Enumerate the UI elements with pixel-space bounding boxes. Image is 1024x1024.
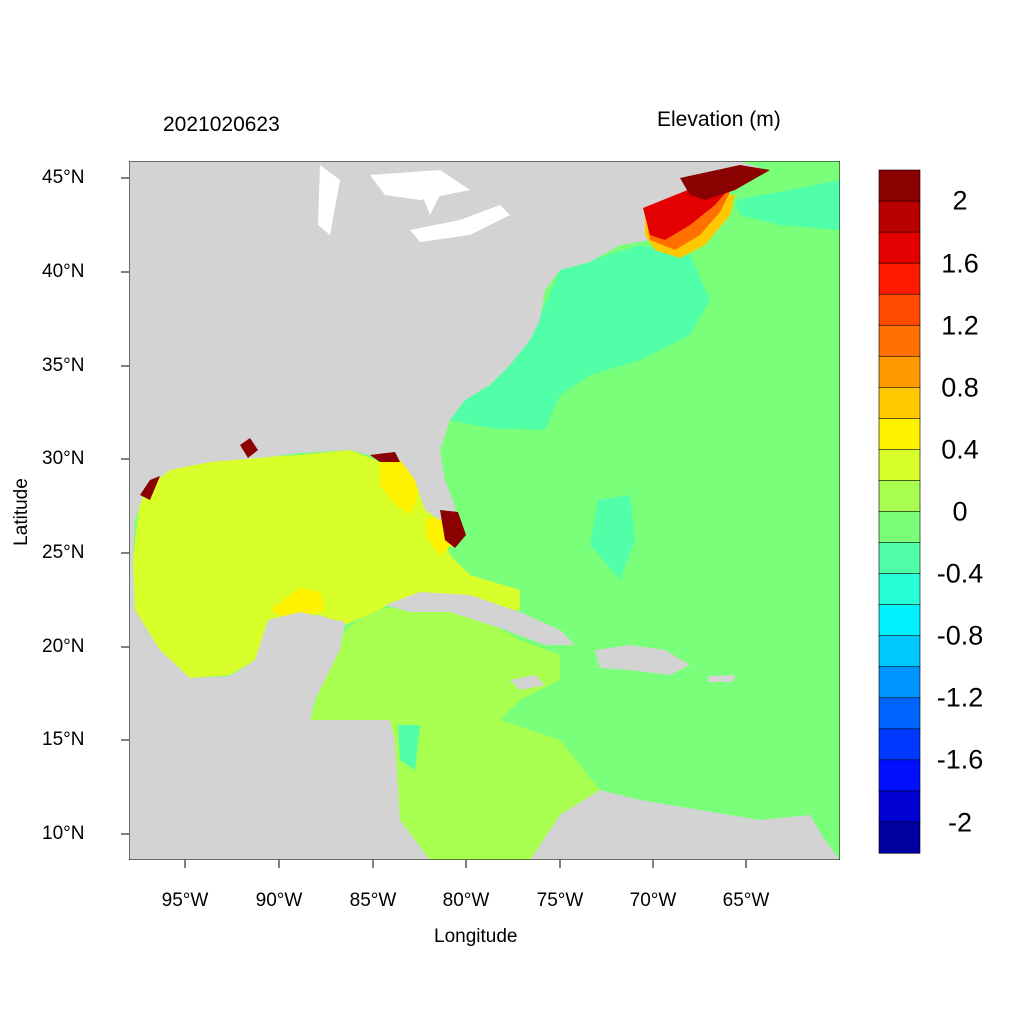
colorbar-cell <box>878 542 921 575</box>
colorbar-cell <box>878 697 921 730</box>
colorbar-cells <box>878 169 921 854</box>
colorbar-label: 0 <box>952 496 968 527</box>
shelf-region <box>450 245 710 430</box>
caribbean-sea <box>310 605 600 860</box>
xtick-label: 80°W <box>442 890 490 911</box>
florida-surge <box>440 510 466 548</box>
colorbar-cell <box>878 262 921 295</box>
colorbar-cell <box>878 418 921 451</box>
colorbar-cell <box>878 387 921 419</box>
caribbean-west-cyan <box>398 725 420 770</box>
xtick-label: 65°W <box>722 890 770 911</box>
ytick-label: 20°N <box>42 636 85 657</box>
colorbar-cell <box>878 293 921 326</box>
colorbar-label: 1.6 <box>941 248 979 279</box>
datetime-label: 2021020623 <box>163 113 280 136</box>
colorbar-cell <box>878 511 921 544</box>
shelf-bahamas <box>590 495 635 580</box>
xtick-label: 90°W <box>255 890 303 911</box>
colorbar-label: -1.2 <box>936 682 984 713</box>
ytick-label: 40°N <box>42 261 85 282</box>
ytick-label: 15°N <box>42 729 85 750</box>
colorbar-cell <box>878 604 921 637</box>
florida-west-shelf <box>425 515 452 555</box>
cuba-island <box>385 592 575 645</box>
xtick-label: 70°W <box>629 890 677 911</box>
ytick-label: 10°N <box>42 823 85 844</box>
xtick-label: 75°W <box>536 890 584 911</box>
colorbar-cell <box>878 324 921 357</box>
great-lakes <box>318 165 510 242</box>
colorbar-cell <box>878 666 921 699</box>
colorbar-label: -0.4 <box>936 558 984 589</box>
tick-marks <box>121 177 747 868</box>
colorbar-label: 2 <box>952 185 968 216</box>
hispaniola-island <box>595 645 690 675</box>
surge-max <box>680 165 770 200</box>
gulf-of-mexico <box>133 450 520 678</box>
colorbar-label: -2 <box>947 807 973 838</box>
colorbar-label: -0.8 <box>936 620 984 651</box>
variable-label: Elevation (m) <box>657 108 781 131</box>
xtick-label: 95°W <box>161 890 209 911</box>
colorbar-cell <box>878 231 921 264</box>
xtick-label: 85°W <box>349 890 397 911</box>
x-axis-label: Longitude <box>434 926 518 947</box>
colorbar-cell <box>878 790 921 823</box>
ytick-label: 35°N <box>42 355 85 376</box>
colorbar-cell <box>878 480 921 513</box>
colorbar-cell <box>878 573 921 606</box>
colorbar-label: 1.2 <box>941 310 979 341</box>
colorbar-cell <box>878 821 921 854</box>
shelf-north <box>735 180 840 230</box>
ytick-label: 25°N <box>42 542 85 563</box>
ytick-label: 45°N <box>42 167 85 188</box>
ytick-label: 30°N <box>42 448 85 469</box>
yucatan-peninsula <box>262 612 345 700</box>
colorbar-cell <box>878 200 921 233</box>
colorbar-cell <box>878 169 921 202</box>
puerto-rico-island <box>708 675 735 682</box>
colorbar-cell <box>878 759 921 792</box>
colorbar-label: 0.8 <box>941 372 979 403</box>
south-america-land <box>530 790 840 860</box>
colorbar-label: 0.4 <box>941 434 979 465</box>
colorbar-label: -1.6 <box>936 744 984 775</box>
colorbar-cell <box>878 449 921 482</box>
map-layers <box>129 161 840 860</box>
colorbar-cell <box>878 355 921 388</box>
jamaica-island <box>510 675 545 690</box>
gulf-yucatan-high <box>270 588 325 620</box>
colorbar-cell <box>878 728 921 761</box>
colorbar-cell <box>878 635 921 668</box>
